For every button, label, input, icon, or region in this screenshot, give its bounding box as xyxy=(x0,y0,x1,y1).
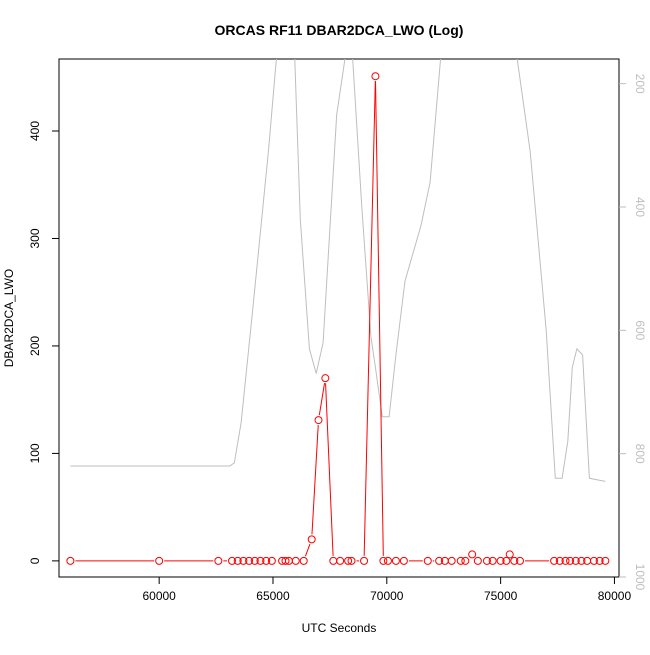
data-point xyxy=(550,556,559,565)
data-point xyxy=(245,556,254,565)
data-point xyxy=(468,550,477,559)
data-point xyxy=(321,374,330,383)
y2-tick-label: 200 xyxy=(633,74,647,94)
data-point xyxy=(502,556,511,565)
data-point xyxy=(399,556,408,565)
data-point xyxy=(482,556,491,565)
data-point xyxy=(228,556,237,565)
data-point xyxy=(262,556,271,565)
data-point xyxy=(371,72,380,81)
data-point xyxy=(595,556,604,565)
data-point xyxy=(233,556,242,565)
y2-tick-label: 600 xyxy=(633,320,647,340)
data-point xyxy=(299,556,308,565)
data-point xyxy=(291,556,300,565)
data-point xyxy=(314,416,323,425)
data-point xyxy=(347,556,356,565)
y-tick-label: 0 xyxy=(28,557,42,564)
data-point xyxy=(488,556,497,565)
data-point xyxy=(66,556,75,565)
data-point xyxy=(239,556,248,565)
data-point xyxy=(505,550,514,559)
data-point xyxy=(336,556,345,565)
data-point xyxy=(510,556,519,565)
data-point xyxy=(256,556,265,565)
x-tick-label: 80000 xyxy=(598,589,632,603)
primary-series-segment xyxy=(363,81,376,556)
primary-series-segment xyxy=(318,383,326,416)
data-point xyxy=(435,556,444,565)
axes-layer: 60000 65000 70000 75000 80000 0 100 200 300 400 20… xyxy=(28,74,647,603)
x-tick-label: 65000 xyxy=(256,589,290,603)
chart-title: ORCAS RF11 DBAR2DCA_LWO (Log) xyxy=(215,22,464,38)
data-point xyxy=(155,556,164,565)
x-axis-label: UTC Seconds xyxy=(302,621,377,635)
data-point xyxy=(601,556,610,565)
x-tick-label: 60000 xyxy=(142,589,176,603)
y2-tick-label: 1000 xyxy=(633,564,647,591)
data-point xyxy=(391,556,400,565)
primary-series-segment xyxy=(311,425,319,535)
y-tick-label: 100 xyxy=(28,443,42,463)
data-point xyxy=(383,556,392,565)
data-point xyxy=(344,556,353,565)
y-tick-label: 200 xyxy=(28,336,42,356)
primary-series-segment xyxy=(304,543,311,557)
y-axis-label: DBAR2DCA_LWO xyxy=(2,269,16,367)
data-point xyxy=(281,556,290,565)
series-layer xyxy=(66,59,610,565)
y2-tick-label: 800 xyxy=(633,444,647,464)
primary-series xyxy=(66,72,610,565)
secondary-series-line xyxy=(70,59,606,482)
data-point xyxy=(461,556,470,565)
data-point xyxy=(360,556,369,565)
data-point xyxy=(379,556,388,565)
y-tick-label: 300 xyxy=(28,228,42,248)
data-point xyxy=(267,556,276,565)
x-tick-label: 70000 xyxy=(370,589,404,603)
data-point xyxy=(307,535,316,544)
data-point xyxy=(515,556,524,565)
data-point xyxy=(571,556,580,565)
data-point xyxy=(566,556,575,565)
data-point xyxy=(577,556,586,565)
data-point xyxy=(473,556,482,565)
data-point xyxy=(423,556,432,565)
primary-series-segment xyxy=(375,81,384,556)
data-point xyxy=(214,556,223,565)
x-tick-label: 75000 xyxy=(484,589,518,603)
data-point xyxy=(555,556,564,565)
primary-series-segment xyxy=(325,383,334,556)
data-point xyxy=(447,556,456,565)
data-point xyxy=(329,556,338,565)
data-point xyxy=(456,556,465,565)
data-point xyxy=(589,556,598,565)
y2-tick-label: 400 xyxy=(633,197,647,217)
plot-frame xyxy=(58,58,620,578)
y-tick-label: 400 xyxy=(28,121,42,141)
data-point xyxy=(561,556,570,565)
data-point xyxy=(250,556,259,565)
data-point xyxy=(496,556,505,565)
